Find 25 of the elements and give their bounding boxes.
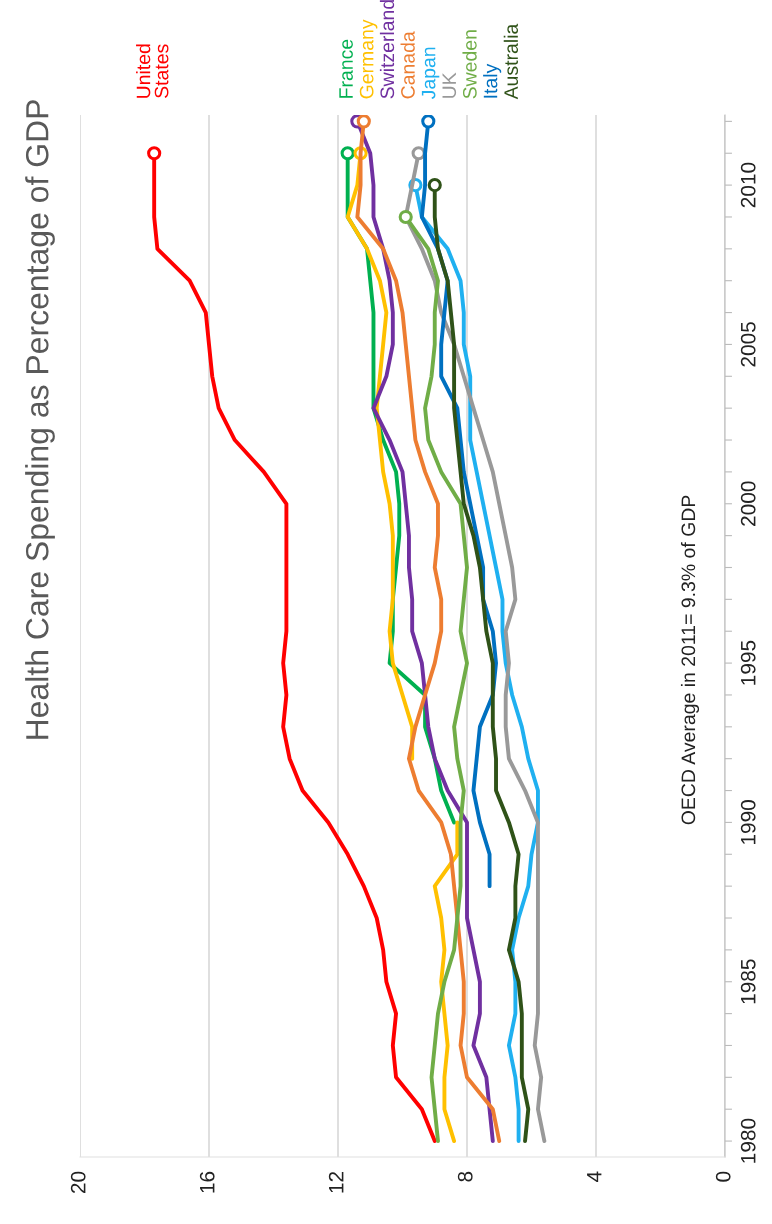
x-tick-label: 16 bbox=[199, 1171, 215, 1193]
text: Italy bbox=[483, 63, 502, 98]
y-tick-label: 1980 bbox=[740, 1118, 756, 1163]
x-tick-label: 0 bbox=[715, 1171, 731, 1182]
y-tick-label: 2000 bbox=[740, 481, 756, 526]
y-tick-label: 1995 bbox=[740, 640, 756, 685]
x-tick-label: 20 bbox=[70, 1171, 86, 1194]
text: Sweden bbox=[462, 30, 477, 99]
x-tick-label: 8 bbox=[457, 1171, 473, 1182]
text: Canada bbox=[400, 31, 415, 99]
y-tick-label: 1985 bbox=[740, 959, 756, 1004]
y-tick-label: 1990 bbox=[740, 800, 756, 844]
text: Australia bbox=[503, 23, 519, 100]
y-tick-label: 2010 bbox=[740, 162, 756, 208]
text: UK bbox=[442, 72, 457, 98]
x-tick-label: 4 bbox=[587, 1171, 602, 1182]
annotation: OECD Average in 2011= 9.3% of GDP bbox=[680, 495, 700, 825]
text: Japan bbox=[421, 47, 440, 100]
text: Germany bbox=[359, 19, 378, 99]
x-tick-label: 12 bbox=[328, 1171, 344, 1193]
text: United States bbox=[136, 44, 169, 98]
y-tick-label: 2005 bbox=[740, 322, 756, 367]
text: Health Care Spending as Percentage of GDP bbox=[25, 100, 55, 739]
text: Switzerland bbox=[379, 0, 395, 99]
text: France bbox=[339, 39, 353, 98]
